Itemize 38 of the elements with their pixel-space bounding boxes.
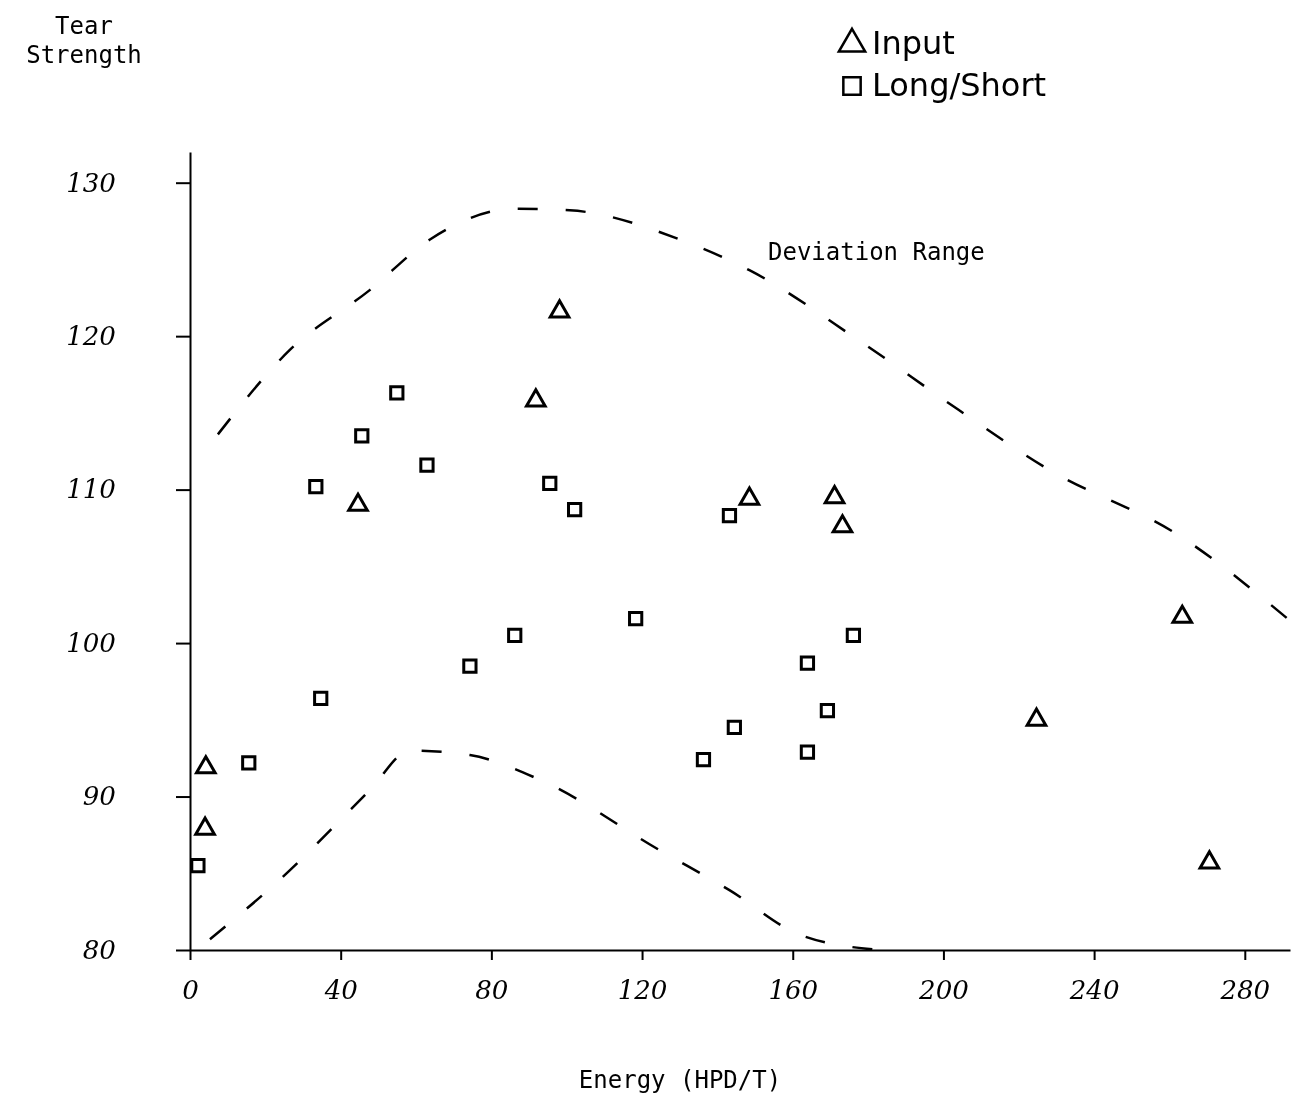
point: [819, 702, 836, 719]
point: [726, 719, 742, 736]
point: [354, 428, 370, 444]
y-tick-label: 100: [66, 627, 116, 658]
annotation: Deviation Range: [768, 238, 985, 266]
point: [419, 457, 435, 473]
y-axis-title: Tear Strength: [26, 12, 142, 69]
point: [542, 475, 558, 492]
y-tick-label: 130: [66, 167, 116, 198]
point: [628, 610, 644, 627]
legend-label: Input: [872, 24, 955, 62]
x-tick-label: 160: [768, 975, 819, 1006]
x-axis-title: Energy (HPD/T): [578, 1066, 782, 1094]
y-tick-label: 90: [82, 781, 116, 812]
legend-label: Long/Short: [872, 66, 1047, 104]
point: [241, 755, 257, 771]
point: [389, 385, 405, 401]
point: [845, 627, 862, 644]
x-tick-label: 0: [182, 975, 199, 1006]
y-tick-label: 120: [66, 320, 116, 351]
point: [567, 501, 583, 518]
y-tick-label: 110: [66, 474, 116, 505]
point: [313, 690, 329, 706]
point: [190, 857, 206, 874]
x-tick-label: 40: [323, 975, 358, 1006]
y-tick-label: 80: [82, 934, 116, 965]
x-tick-label: 80: [475, 975, 509, 1006]
point: [799, 744, 816, 760]
x-tick-label: 120: [617, 975, 668, 1006]
point: [462, 658, 478, 674]
point: [695, 752, 712, 768]
point: [799, 655, 816, 671]
x-tick-label: 200: [918, 975, 969, 1006]
x-tick-label: 280: [1219, 975, 1271, 1006]
point: [507, 627, 523, 644]
point: [308, 478, 324, 495]
x-tick-label: 240: [1068, 975, 1120, 1006]
point: [721, 508, 738, 524]
